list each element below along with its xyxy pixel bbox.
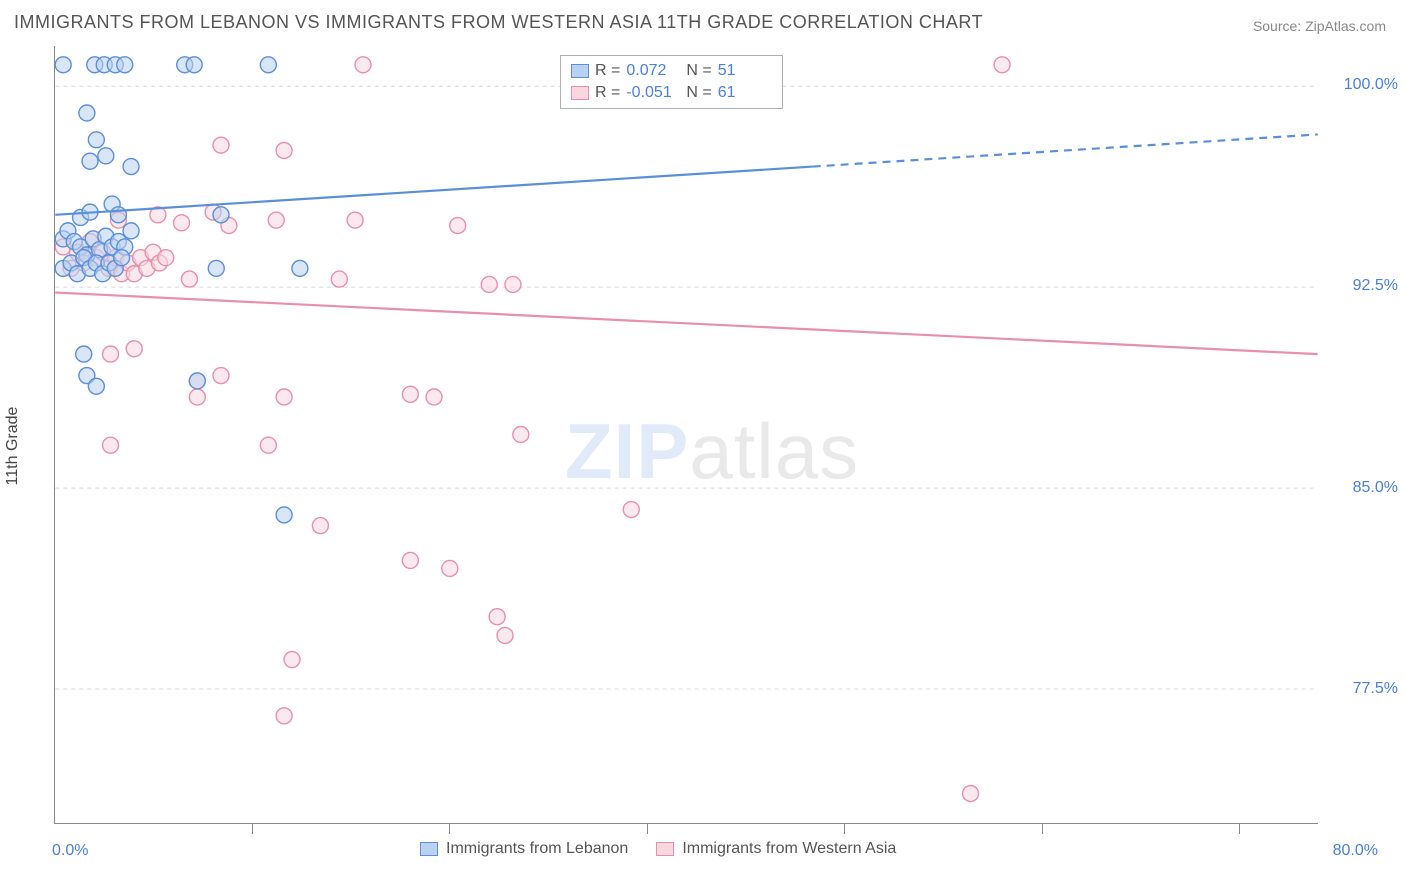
legend-row: R = 0.072 N = 51 (571, 60, 772, 82)
legend-series-label: Immigrants from Western Asia (682, 840, 896, 858)
legend-r-label: R = (595, 84, 620, 102)
legend-r-label: R = (595, 62, 620, 80)
x-tick-mark (844, 824, 845, 834)
legend-swatch-icon (571, 64, 589, 78)
legend-swatch-icon (420, 842, 438, 856)
legend-r-value: -0.051 (626, 84, 680, 102)
legend-series-item: Immigrants from Western Asia (656, 840, 896, 858)
plot-svg (55, 46, 1318, 823)
chart-title: IMMIGRANTS FROM LEBANON VS IMMIGRANTS FR… (14, 12, 983, 33)
legend-correlation: R = 0.072 N = 51 R = -0.051 N = 61 (560, 55, 783, 109)
x-tick-mark (647, 824, 648, 834)
legend-series-item: Immigrants from Lebanon (420, 840, 628, 858)
legend-swatch-icon (656, 842, 674, 856)
chart-frame: IMMIGRANTS FROM LEBANON VS IMMIGRANTS FR… (0, 0, 1406, 892)
y-tick-label: 100.0% (1328, 76, 1398, 94)
y-tick-label: 85.0% (1328, 479, 1398, 497)
x-axis-min-label: 0.0% (52, 842, 88, 860)
x-tick-mark (1042, 824, 1043, 834)
plot-area: ZIPatlas (54, 46, 1318, 824)
legend-r-value: 0.072 (626, 62, 680, 80)
legend-n-value: 51 (718, 62, 772, 80)
legend-series: Immigrants from Lebanon Immigrants from W… (420, 840, 896, 858)
y-axis-label: 11th Grade (4, 407, 22, 486)
y-tick-label: 92.5% (1328, 277, 1398, 295)
x-tick-mark (449, 824, 450, 834)
y-tick-label: 77.5% (1328, 680, 1398, 698)
x-tick-mark (252, 824, 253, 834)
legend-n-label: N = (686, 84, 711, 102)
legend-swatch-icon (571, 86, 589, 100)
legend-series-label: Immigrants from Lebanon (446, 840, 628, 858)
legend-n-value: 61 (718, 84, 772, 102)
x-axis-max-label: 80.0% (1333, 842, 1378, 860)
source-label: Source: ZipAtlas.com (1253, 18, 1386, 34)
x-tick-mark (1239, 824, 1240, 834)
legend-n-label: N = (686, 62, 711, 80)
legend-row: R = -0.051 N = 61 (571, 82, 772, 104)
